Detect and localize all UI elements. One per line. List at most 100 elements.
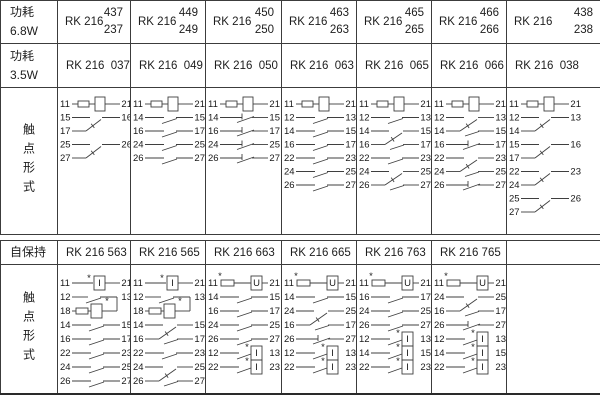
svg-text:26: 26 (359, 180, 370, 191)
svg-text:*: * (294, 271, 298, 282)
model-code-lower: 265 (404, 24, 424, 36)
svg-text:15: 15 (269, 292, 280, 303)
contact-diagram: 11 21 15 16 17 25 26 27 (60, 96, 130, 168)
svg-text:24: 24 (284, 306, 295, 317)
svg-text:17: 17 (194, 334, 205, 345)
contact-diagram: 11 21 12 13 14 15 16 17 22 23 24 25 26 27 (434, 96, 506, 195)
model-code-upper: 463 (329, 6, 349, 19)
svg-text:*: * (396, 356, 400, 367)
latching-models-table: 自保持 RK 216 563 RK 216 565 RK 216 663 RK … (0, 240, 600, 395)
model-cell: RK 216 463 263 (281, 0, 357, 44)
svg-text:14: 14 (208, 113, 219, 124)
model-code-lower: 238 (573, 24, 593, 36)
svg-text:I: I (406, 362, 409, 373)
svg-text:25: 25 (60, 140, 71, 151)
contact-diagram-cell: 11 * I 21 12 13 18 * 14 15 16 17 22 23 24 25 26 27 (130, 264, 206, 394)
model-cell: RK 216 438 238 (506, 0, 600, 44)
svg-text:21: 21 (194, 99, 205, 110)
model-code-upper: 450 (254, 6, 274, 19)
model-cell: RK 216 663 (205, 240, 282, 265)
svg-text:11: 11 (284, 99, 294, 110)
svg-text:17: 17 (345, 140, 356, 151)
svg-text:13: 13 (269, 348, 280, 359)
svg-text:17: 17 (269, 306, 280, 317)
svg-text:25: 25 (194, 362, 205, 373)
contact-diagram: 11 * U 21 14 15 16 17 24 25 26 27 12 * I 13 22 * I 23 (208, 271, 281, 377)
svg-text:16: 16 (284, 140, 295, 151)
model-code-lower: 249 (178, 24, 198, 36)
svg-text:12: 12 (434, 113, 445, 124)
contact-diagram-cell: 11 21 12 13 14 15 16 17 22 23 24 25 26 27 (506, 87, 600, 235)
svg-text:16: 16 (208, 126, 219, 137)
svg-text:15: 15 (194, 320, 205, 331)
svg-text:24: 24 (133, 140, 144, 151)
svg-text:14: 14 (284, 126, 295, 137)
svg-text:23: 23 (269, 362, 280, 373)
svg-text:21: 21 (269, 99, 280, 110)
model-prefix: RK 216 (138, 16, 177, 28)
svg-text:I: I (255, 348, 258, 359)
contact-diagram-cell: 11 21 12 13 14 15 16 17 22 23 24 25 26 27 (281, 87, 357, 235)
svg-text:27: 27 (121, 376, 130, 387)
section-separator (0, 235, 600, 240)
contact-diagram: 11 * I 21 12 13 18 * 14 15 16 17 22 23 24 25 26 27 (133, 273, 205, 391)
svg-text:21: 21 (194, 278, 205, 289)
row-contact-forms-top: 触点形式 1121151617252627 112114151617242526… (0, 87, 600, 235)
svg-text:U: U (253, 278, 260, 289)
model-cell: RK 216 063 (281, 43, 357, 88)
svg-text:*: * (178, 296, 182, 307)
model-code-lower: 250 (254, 24, 274, 36)
row-label-power-3-5w: 功耗 3.5W (0, 43, 58, 88)
svg-text:14: 14 (284, 292, 295, 303)
svg-text:27: 27 (269, 153, 280, 164)
svg-text:12: 12 (60, 292, 71, 303)
svg-text:22: 22 (133, 348, 144, 359)
svg-text:15: 15 (269, 113, 280, 124)
svg-text:I: I (481, 362, 484, 373)
svg-text:*: * (105, 296, 109, 307)
svg-text:17: 17 (420, 292, 431, 303)
svg-text:26: 26 (570, 194, 581, 205)
svg-text:16: 16 (359, 292, 370, 303)
svg-text:15: 15 (194, 113, 205, 124)
power-value: 3.5W (10, 67, 39, 82)
svg-text:15: 15 (420, 348, 431, 359)
contact-diagram-cell: 11 * U 21 14 15 16 17 24 25 26 27 12 * I 13 22 * I 23 (205, 264, 282, 394)
svg-text:26: 26 (434, 320, 445, 331)
svg-text:21: 21 (121, 99, 130, 110)
svg-text:14: 14 (208, 292, 219, 303)
svg-text:24: 24 (434, 292, 445, 303)
model-cell: RK 216 437 237 (57, 0, 131, 44)
svg-text:16: 16 (208, 306, 219, 317)
svg-text:14: 14 (133, 113, 144, 124)
svg-text:25: 25 (420, 167, 431, 178)
contact-diagram: 11 21 14 15 16 17 24 25 26 27 (208, 96, 281, 168)
svg-text:17: 17 (60, 126, 71, 137)
svg-text:21: 21 (269, 278, 280, 289)
svg-text:14: 14 (359, 126, 370, 137)
svg-text:14: 14 (509, 126, 520, 137)
power-value: 6.8W (10, 24, 39, 38)
svg-text:15: 15 (345, 292, 356, 303)
contact-diagram-cell: 11 21 15 16 17 25 26 27 (57, 87, 131, 235)
svg-text:11: 11 (133, 99, 143, 110)
svg-text:11: 11 (359, 278, 369, 289)
empty-cell (506, 240, 600, 265)
svg-text:13: 13 (420, 334, 431, 345)
svg-text:22: 22 (284, 362, 295, 373)
svg-text:25: 25 (345, 306, 356, 317)
svg-text:27: 27 (345, 180, 356, 191)
contact-diagram: 11 21 12 13 14 15 16 17 22 23 24 25 26 27 (284, 96, 356, 195)
svg-text:U: U (479, 278, 486, 289)
svg-text:I: I (331, 348, 334, 359)
svg-text:21: 21 (495, 278, 506, 289)
model-code-upper: 438 (573, 6, 593, 19)
model-cell: RK 216 050 (205, 43, 282, 88)
contact-diagram: 11 * U 21 16 17 24 25 26 27 12 * I 13 14 * I 15 22 * I 23 (359, 271, 431, 377)
model-cell: RK 216 765 (431, 240, 507, 265)
row-label-power-6-8w: 功耗 6.8W (0, 0, 58, 44)
model-code-upper: 449 (178, 6, 198, 19)
svg-text:11: 11 (208, 99, 218, 110)
svg-text:25: 25 (269, 140, 280, 151)
svg-text:*: * (321, 342, 325, 353)
